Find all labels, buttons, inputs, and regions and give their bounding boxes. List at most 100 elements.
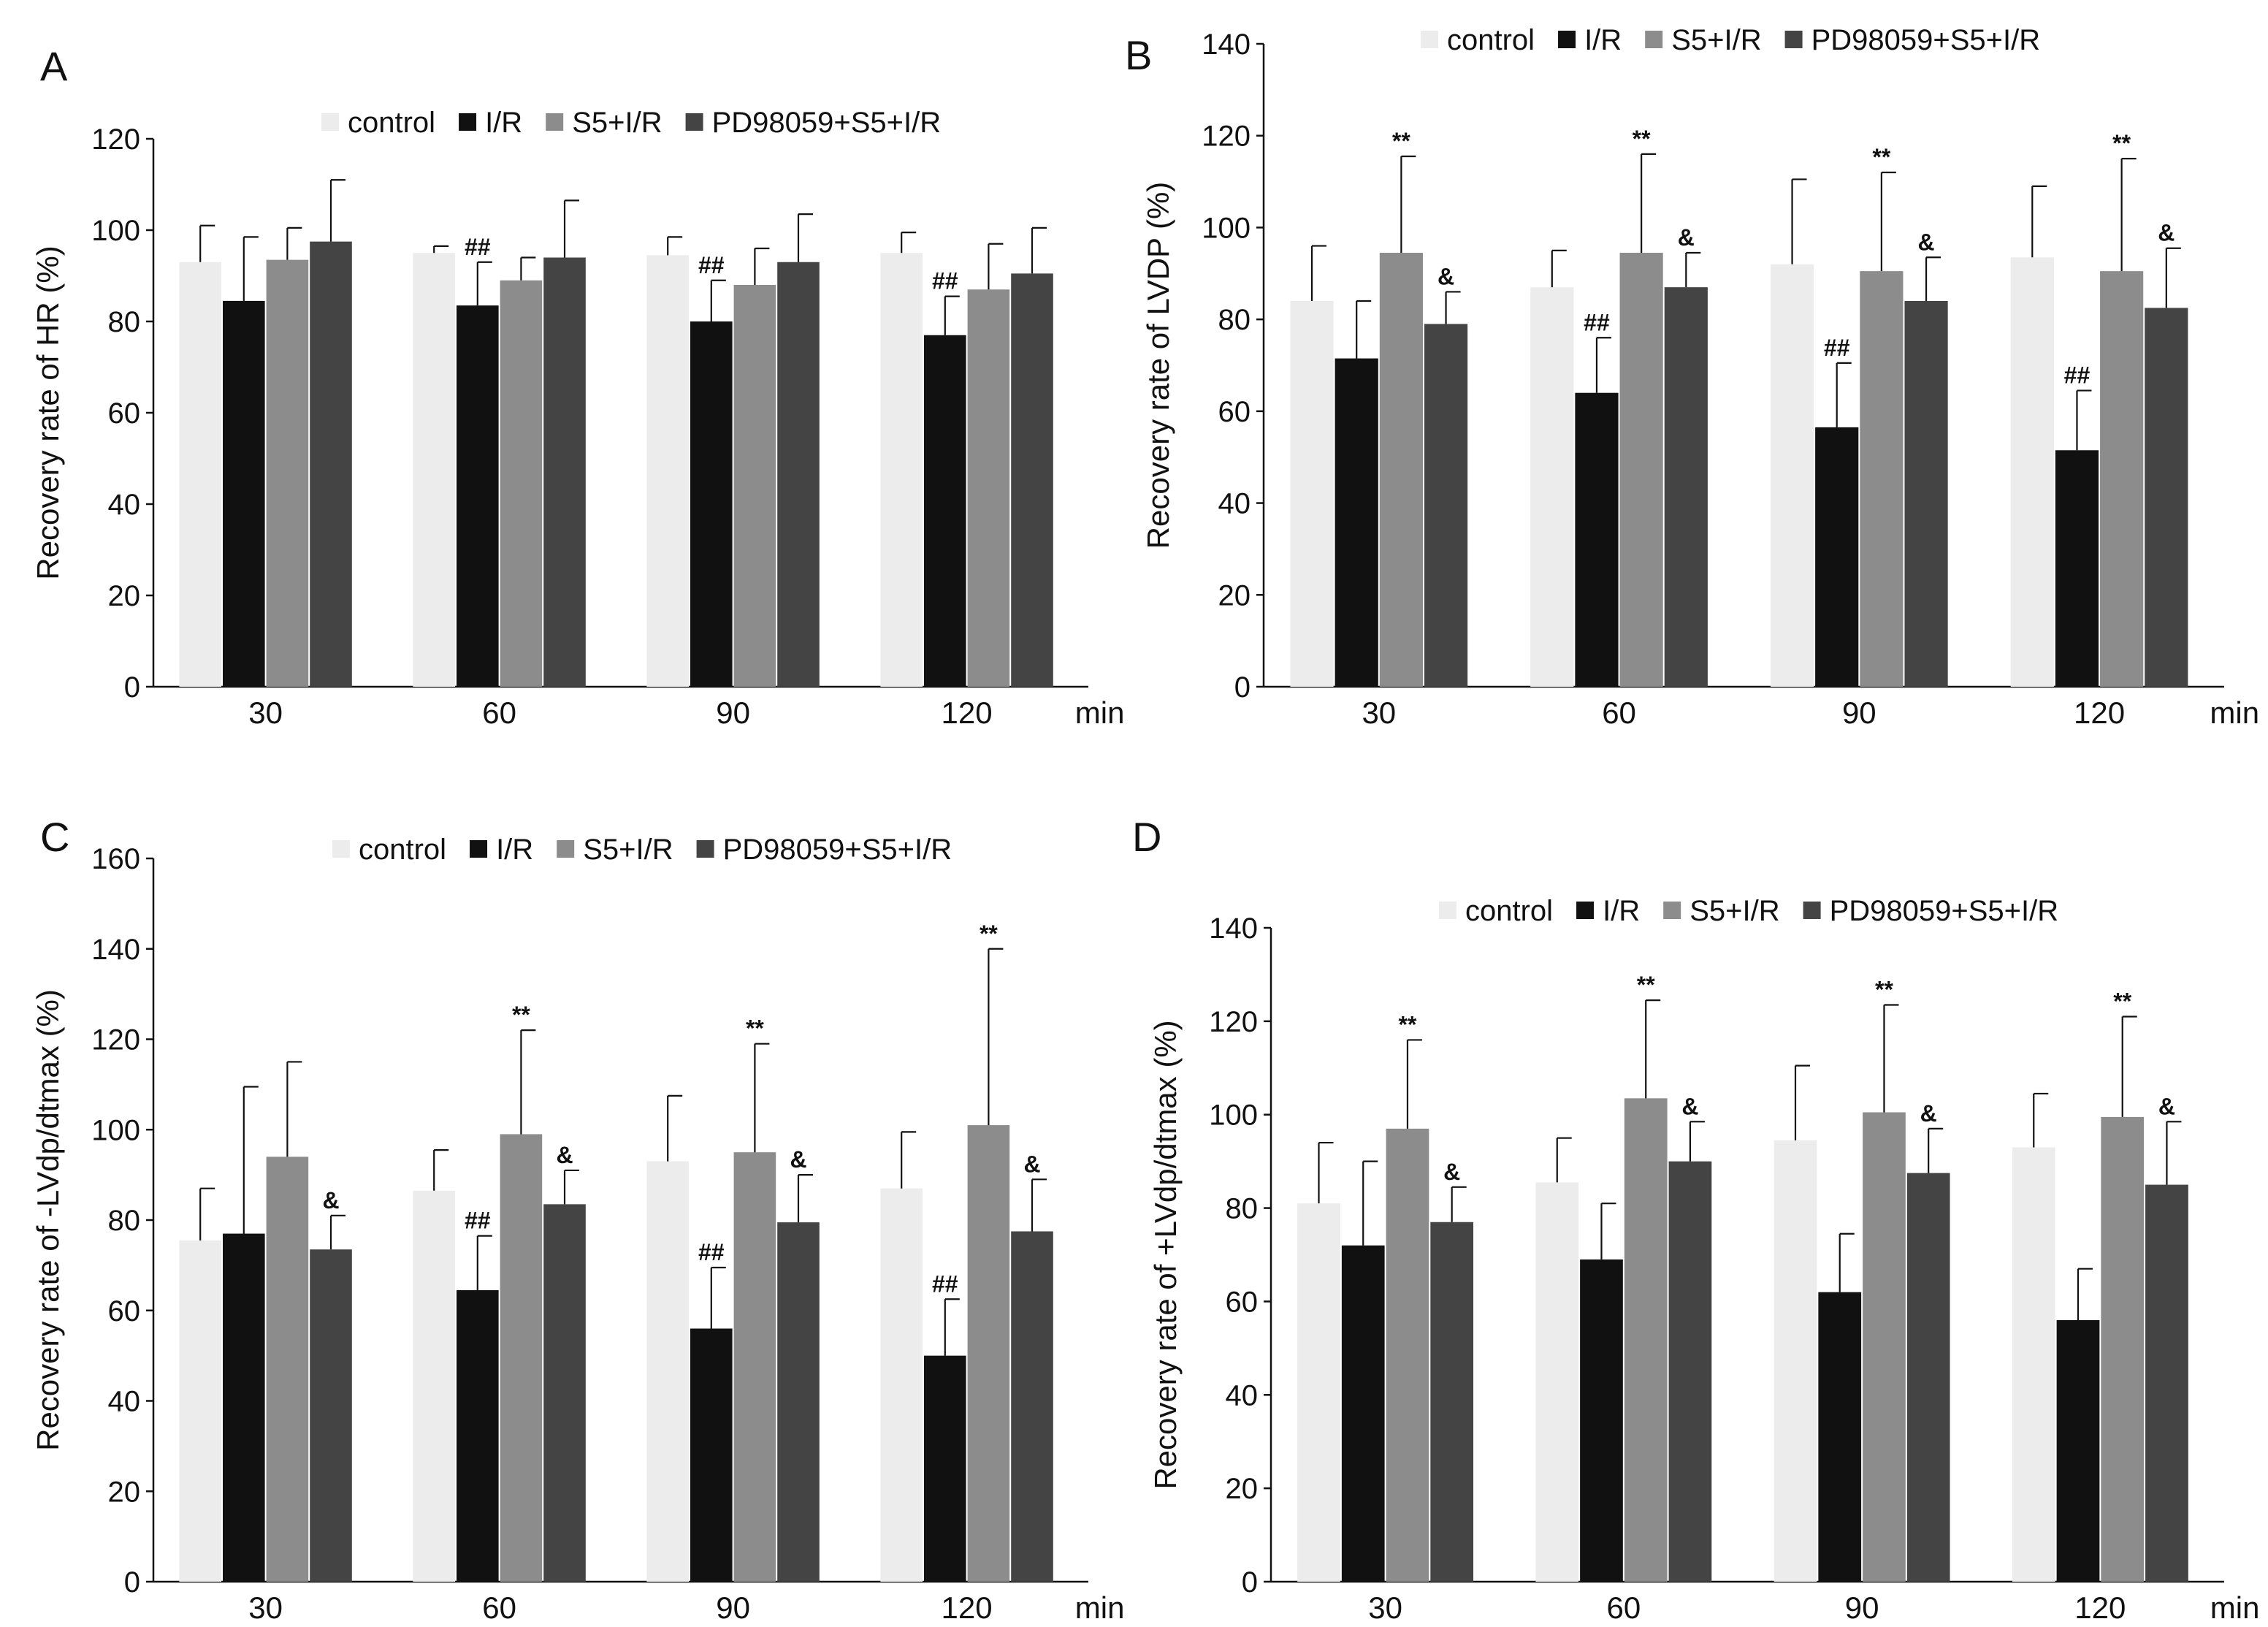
x-tick-label: 30 <box>1368 1590 1402 1625</box>
legend-label: PD98059+S5+I/R <box>712 107 942 139</box>
panel-letter: A <box>40 43 68 89</box>
y-tick-label: 100 <box>1202 212 1251 244</box>
bar-s5-i-r-120 <box>967 1125 1010 1582</box>
bar-i-r-90 <box>1815 427 1859 687</box>
significance-marker: ** <box>746 1016 764 1042</box>
y-tick-label: 60 <box>1218 396 1251 428</box>
y-tick-label: 0 <box>1234 671 1251 704</box>
y-tick-label: 20 <box>108 580 141 612</box>
x-tick-label: 90 <box>716 1590 750 1625</box>
y-tick-label: 140 <box>91 934 140 966</box>
significance-marker: & <box>1681 1093 1698 1119</box>
x-tick-label: 90 <box>716 696 750 730</box>
significance-marker: ** <box>1633 126 1651 152</box>
bar-s5-i-r-30 <box>266 1157 309 1582</box>
bar-pd98059-s5-i-r-30 <box>310 241 352 687</box>
legend-label: control <box>1465 895 1553 927</box>
bar-pd98059-s5-i-r-60 <box>543 257 586 687</box>
bar-control-30 <box>179 262 221 687</box>
significance-marker: & <box>1678 224 1695 251</box>
y-tick-label: 40 <box>1218 488 1251 520</box>
bar-s5-i-r-90 <box>1860 271 1904 687</box>
y-tick-label: 0 <box>124 671 140 704</box>
significance-marker: & <box>1918 229 1935 255</box>
y-tick-label: 120 <box>1202 121 1251 153</box>
bar-pd98059-s5-i-r-60 <box>1668 1161 1712 1582</box>
bar-i-r-60 <box>1575 392 1619 687</box>
x-tick-label: 30 <box>248 1590 283 1625</box>
y-tick-label: 120 <box>91 1024 140 1056</box>
significance-marker: ## <box>932 1270 958 1297</box>
y-tick-label: 120 <box>1209 1006 1258 1038</box>
y-tick-label: 80 <box>108 306 141 338</box>
significance-marker: ## <box>1584 309 1610 335</box>
x-tick-label: 120 <box>2074 696 2125 730</box>
bar-control-30 <box>1297 1203 1340 1582</box>
significance-marker: ** <box>2112 130 2131 156</box>
y-tick-label: 80 <box>1218 304 1251 336</box>
bar-i-r-60 <box>457 305 499 687</box>
bar-s5-i-r-60 <box>1624 1098 1668 1582</box>
bar-pd98059-s5-i-r-30 <box>1424 324 1468 687</box>
bar-control-120 <box>880 1188 923 1582</box>
bar-i-r-120 <box>924 335 966 687</box>
y-tick-label: 0 <box>1242 1566 1258 1599</box>
legend-label: S5+I/R <box>1689 895 1779 927</box>
legend-swatch-i-r <box>459 113 477 131</box>
x-tick-label: 30 <box>248 696 283 730</box>
y-tick-label: 100 <box>1209 1100 1258 1132</box>
panel-b: B Recovery rate of LVDP (%) control I/R S5+I… <box>1125 24 2259 730</box>
bar-pd98059-s5-i-r-90 <box>777 1222 820 1582</box>
legend-swatch-i-r <box>1558 31 1576 48</box>
significance-marker: ** <box>1872 144 1890 170</box>
y-tick-label: 80 <box>108 1205 141 1237</box>
significance-marker: & <box>1023 1151 1040 1177</box>
significance-marker: ** <box>980 921 998 947</box>
bar-control-30 <box>1290 301 1334 687</box>
panel-letter: C <box>40 814 69 860</box>
bar-s5-i-r-120 <box>967 289 1010 687</box>
legend-swatch-control <box>332 840 350 858</box>
x-tick-label: 120 <box>2074 1590 2126 1625</box>
bar-s5-i-r-60 <box>500 280 543 687</box>
bar-control-30 <box>179 1240 221 1582</box>
legend-label: control <box>1447 24 1535 56</box>
legend-swatch-control <box>321 113 339 131</box>
significance-marker: & <box>556 1142 573 1168</box>
legend-swatch-s5-i-r <box>1663 902 1681 919</box>
bar-s5-i-r-60 <box>1619 253 1663 687</box>
y-tick-label: 40 <box>1226 1379 1259 1411</box>
bar-control-120 <box>2012 1147 2055 1582</box>
x-tick-label: 120 <box>942 696 993 730</box>
legend-swatch-pd98059-s5-i-r <box>685 113 703 131</box>
bar-control-120 <box>880 253 923 687</box>
y-tick-label: 40 <box>108 1386 141 1418</box>
bar-i-r-90 <box>690 1328 733 1582</box>
bar-s5-i-r-120 <box>2101 1116 2145 1582</box>
significance-marker: ## <box>932 268 958 294</box>
legend-label: S5+I/R <box>583 834 673 866</box>
legend-swatch-control <box>1421 31 1438 48</box>
significance-marker: & <box>2158 1093 2175 1119</box>
legend-swatch-pd98059-s5-i-r <box>1803 902 1821 919</box>
bar-control-60 <box>413 253 455 687</box>
legend-swatch-s5-i-r <box>1645 31 1663 48</box>
y-axis-label: Recovery rate of HR (%) <box>31 245 65 579</box>
bar-i-r-120 <box>2056 1320 2100 1582</box>
panel-letter: B <box>1125 32 1152 78</box>
y-axis-label: Recovery rate of LVDP (%) <box>1141 182 1175 549</box>
bar-pd98059-s5-i-r-60 <box>543 1204 586 1582</box>
x-tick-label: 60 <box>482 1590 516 1625</box>
legend-swatch-pd98059-s5-i-r <box>696 840 714 858</box>
y-tick-label: 80 <box>1226 1193 1259 1225</box>
bar-pd98059-s5-i-r-90 <box>1906 1173 1950 1582</box>
significance-marker: ## <box>465 234 491 260</box>
significance-marker: ## <box>698 1239 725 1265</box>
y-tick-label: 140 <box>1209 912 1258 945</box>
legend-label: control <box>359 834 446 866</box>
y-tick-label: 20 <box>108 1476 141 1508</box>
legend-label: S5+I/R <box>1671 24 1761 56</box>
significance-marker: ## <box>465 1208 491 1234</box>
legend-swatch-i-r <box>470 840 488 858</box>
